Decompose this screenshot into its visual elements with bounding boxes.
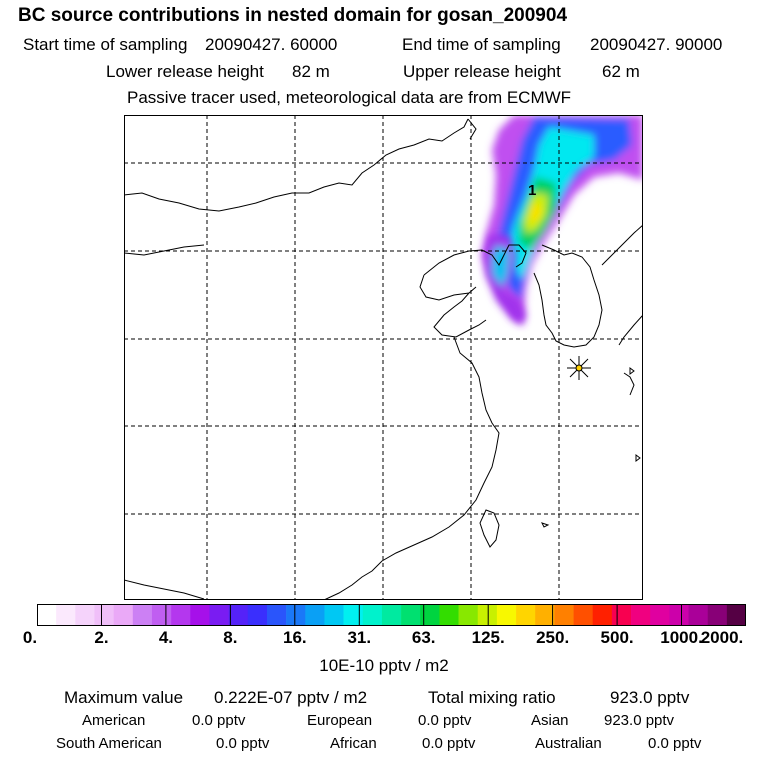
colorbar-cell <box>707 604 728 626</box>
colorbar-cell <box>286 604 306 626</box>
european-label: European <box>307 712 373 729</box>
colorbar-cell <box>535 604 555 626</box>
australian-label: Australian <box>535 735 602 752</box>
european-value: 0.0 pptv <box>418 712 472 729</box>
colorbar-cell <box>362 604 383 626</box>
colorbar-cell <box>132 604 153 626</box>
max-value: 0.222E-07 pptv / m2 <box>214 688 368 707</box>
plume-south-lobe <box>484 235 526 325</box>
colorbar-cell <box>496 604 517 626</box>
colorbar-tick-label: 2. <box>94 628 109 647</box>
colorbar-tick-label: 4. <box>158 628 173 647</box>
colorbar-cell <box>516 604 536 626</box>
colorbar-cell <box>305 604 325 626</box>
colorbar-tick-label: 8. <box>223 628 238 647</box>
star-marker-icon <box>567 356 591 380</box>
colorbar-cell <box>573 604 593 626</box>
colorbar-cell <box>324 604 344 626</box>
map-frame <box>124 115 643 600</box>
colorbar-tick-label: 125. <box>471 628 505 647</box>
total-mixing-label: Total mixing ratio <box>428 688 556 707</box>
colorbar-cell <box>37 604 57 626</box>
colorbar-cell <box>171 604 191 626</box>
colorbar-cell <box>247 604 268 626</box>
colorbar-tick-label: 63. <box>411 628 436 647</box>
colorbar-cell <box>113 604 134 626</box>
map-panel: 1 <box>124 115 643 600</box>
start-time-label: Start time of sampling <box>23 35 188 54</box>
colorbar-tick-label: 250. <box>536 628 570 647</box>
colorbar-cell <box>381 604 402 626</box>
colorbar-cell <box>266 604 287 626</box>
colorbar-cell <box>420 604 440 626</box>
lower-height-label: Lower release height <box>106 62 264 81</box>
african-value: 0.0 pptv <box>422 735 476 752</box>
colorbar-unit: 10E-10 pptv / m2 <box>319 656 449 675</box>
colorbar-cell <box>726 604 746 626</box>
colorbar-cell <box>151 604 172 626</box>
lower-height-value: 82 m <box>292 62 330 81</box>
colorbar-cell <box>94 604 114 626</box>
colorbar-cell <box>631 604 651 626</box>
colorbar-cell <box>56 604 76 626</box>
colorbar-tick-label: 16. <box>282 628 307 647</box>
colorbar-cell <box>669 604 689 626</box>
colorbar-cell <box>343 604 364 626</box>
tracer-note: Passive tracer used, meteorological data… <box>127 88 572 107</box>
coastlines <box>124 118 643 600</box>
colorbar-cell <box>190 604 210 626</box>
colorbar <box>37 604 746 626</box>
colorbar-cell <box>75 604 95 626</box>
colorbar-tick-label: 0. <box>22 628 38 647</box>
max-value-label: Maximum value <box>64 688 184 707</box>
colorbar-cell <box>209 604 229 626</box>
south-american-label: South American <box>56 735 162 752</box>
upper-height-label: Upper release height <box>403 62 561 81</box>
colorbar-cell <box>688 604 708 626</box>
colorbar-cell <box>477 604 498 626</box>
start-time-value: 20090427. 60000 <box>205 35 338 54</box>
colorbar-cell <box>592 604 613 626</box>
colorbar-cell <box>401 604 421 626</box>
colorbar-tick-label: 31. <box>347 628 372 647</box>
colorbar-cell <box>458 604 479 626</box>
lat-lon-grid <box>124 115 643 600</box>
total-mixing-value: 923.0 pptv <box>610 688 690 707</box>
american-label: American <box>82 712 146 729</box>
end-time-value: 20090427. 90000 <box>590 35 723 54</box>
colorbar-cell <box>439 604 459 626</box>
colorbar-tick-label: 500. <box>600 628 634 647</box>
source-label: 1 <box>528 182 536 199</box>
upper-height-value: 62 m <box>602 62 640 81</box>
colorbar-tick-label: 1000. <box>660 628 703 647</box>
colorbar-cell <box>554 604 574 626</box>
american-value: 0.0 pptv <box>192 712 246 729</box>
african-label: African <box>330 735 377 752</box>
colorbar-tick-label: 2000. <box>700 628 744 647</box>
asian-value: 923.0 pptv <box>604 712 675 729</box>
end-time-label: End time of sampling <box>402 35 561 54</box>
australian-value: 0.0 pptv <box>648 735 702 752</box>
asian-label: Asian <box>531 712 569 729</box>
colorbar-cell <box>650 604 670 626</box>
south-american-value: 0.0 pptv <box>216 735 270 752</box>
colorbar-cell <box>611 604 632 626</box>
colorbar-cell <box>228 604 249 626</box>
page-title: BC source contributions in nested domain… <box>18 5 568 26</box>
